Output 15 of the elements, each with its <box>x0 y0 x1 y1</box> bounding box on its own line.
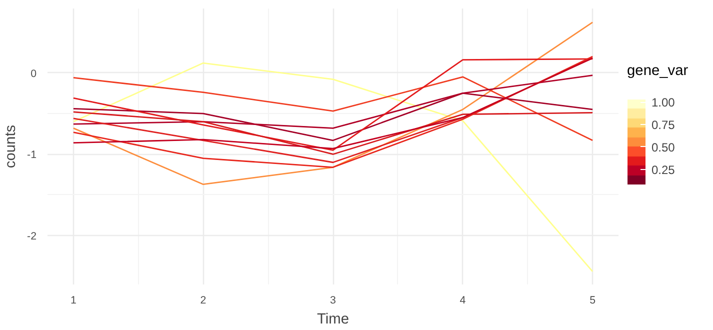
x-tick-label: 3 <box>330 294 336 306</box>
y-axis-title: counts <box>3 124 20 168</box>
color-bar-label: 0.25 <box>652 162 676 177</box>
x-tick-label: 5 <box>590 294 596 306</box>
y-tick-label: -1 <box>27 149 37 162</box>
color-bar-label: 0.75 <box>652 118 676 132</box>
color-bar-label: 0.50 <box>652 140 676 154</box>
x-tick-label: 1 <box>70 294 76 306</box>
y-tick-label: -2 <box>27 230 37 243</box>
color-bar-title: gene_var <box>627 62 688 79</box>
x-axis-title: Time <box>316 312 350 328</box>
y-tick-label: 0 <box>30 68 37 80</box>
x-tick-label: 2 <box>200 294 206 306</box>
x-tick-label: 4 <box>460 294 466 306</box>
color-bar-label: 1.00 <box>652 96 676 110</box>
